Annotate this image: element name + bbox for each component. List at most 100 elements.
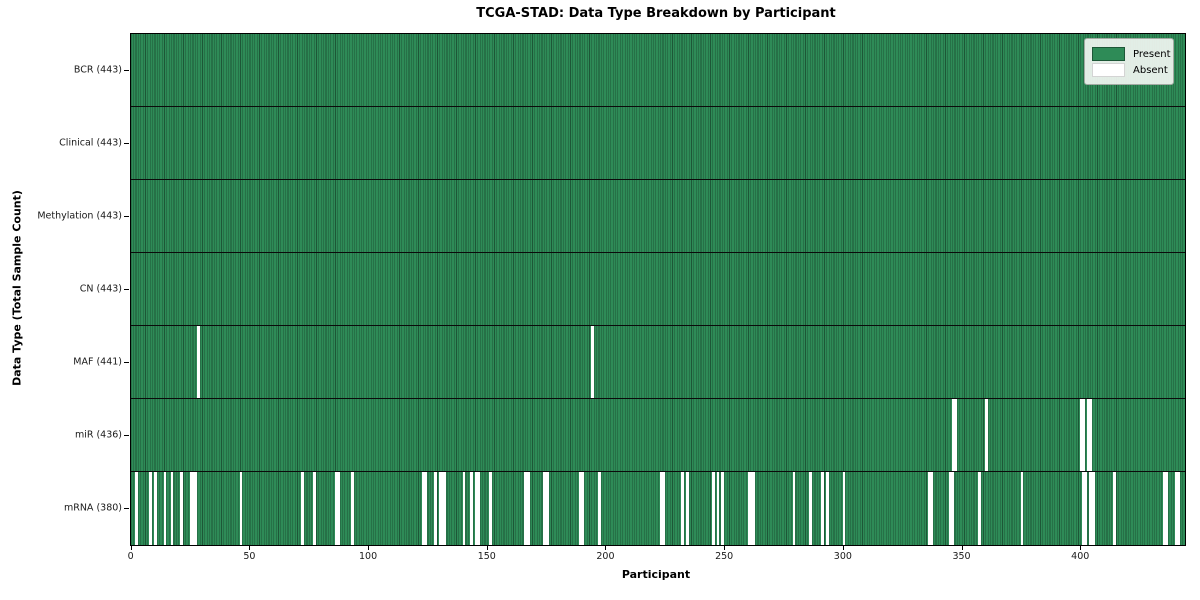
legend-label-present: Present bbox=[1133, 48, 1171, 60]
heatmap-row-mrna bbox=[130, 472, 1185, 545]
absent-cell-mrna-128 bbox=[434, 472, 437, 545]
ytick-label-mir: miR (436) bbox=[74, 429, 122, 440]
absent-cell-maf-194 bbox=[590, 326, 594, 398]
absent-cell-mrna-441 bbox=[1177, 472, 1180, 545]
ytick-mark-bcr bbox=[124, 69, 129, 71]
absent-cell-mrna-46 bbox=[239, 472, 243, 545]
absent-cell-mrna-86 bbox=[334, 472, 338, 545]
absent-cell-mrna-17 bbox=[170, 472, 174, 545]
absent-cell-mrna-26 bbox=[192, 472, 195, 545]
xtick-label-50: 50 bbox=[243, 551, 256, 562]
absent-cell-mrna-346 bbox=[951, 472, 955, 545]
absent-cell-mir-401 bbox=[1082, 399, 1086, 471]
xtick-mark-400 bbox=[1080, 546, 1082, 550]
chart-title: TCGA-STAD: Data Type Breakdown by Partic… bbox=[476, 6, 836, 21]
absent-cell-mrna-130 bbox=[438, 472, 442, 545]
x-axis-label: Participant bbox=[621, 568, 691, 581]
absent-cell-mrna-440 bbox=[1174, 472, 1178, 545]
xtick-label-100: 100 bbox=[358, 551, 378, 562]
plot-area bbox=[129, 33, 1186, 546]
legend-item-absent: Absent bbox=[1092, 63, 1168, 77]
absent-cell-mrna-336 bbox=[927, 472, 931, 545]
xtick-mark-50 bbox=[249, 546, 251, 550]
absent-cell-mrna-279 bbox=[792, 472, 796, 545]
absent-cell-mrna-27 bbox=[194, 472, 198, 545]
ytick-label-maf: MAF (441) bbox=[73, 356, 122, 367]
absent-cell-mrna-167 bbox=[526, 472, 530, 545]
absent-cell-mrna-166 bbox=[524, 472, 528, 545]
absent-cell-mrna-401 bbox=[1082, 472, 1086, 545]
absent-cell-maf-28 bbox=[196, 326, 200, 398]
absent-cell-mrna-174 bbox=[543, 472, 547, 545]
absent-cell-mir-346 bbox=[951, 399, 955, 471]
absent-cell-mrna-247 bbox=[716, 472, 720, 545]
absent-cell-mrna-14 bbox=[163, 472, 167, 545]
absent-cell-mrna-404 bbox=[1089, 472, 1093, 545]
absent-cell-mrna-293 bbox=[825, 472, 829, 545]
absent-cell-mrna-224 bbox=[662, 472, 665, 545]
xtick-label-350: 350 bbox=[952, 551, 971, 562]
ytick-label-clinical: Clinical (443) bbox=[59, 137, 122, 148]
absent-cell-mrna-146 bbox=[476, 472, 480, 545]
heatmap-row-mir bbox=[130, 399, 1185, 472]
absent-cell-mrna-72 bbox=[301, 472, 305, 545]
legend-item-present: Present bbox=[1092, 47, 1171, 61]
xtick-mark-250 bbox=[724, 546, 726, 550]
ytick-mark-methylation bbox=[124, 215, 129, 217]
absent-cell-mrna-8 bbox=[149, 472, 153, 545]
absent-cell-mrna-245 bbox=[711, 472, 715, 545]
absent-cell-mrna-402 bbox=[1084, 472, 1088, 545]
absent-cell-mrna-145 bbox=[474, 472, 478, 545]
xtick-mark-0 bbox=[130, 546, 132, 550]
heatmap-row-methylation bbox=[130, 180, 1185, 253]
absent-cell-mrna-357 bbox=[977, 472, 981, 545]
absent-cell-mrna-435 bbox=[1162, 472, 1166, 545]
absent-cell-mrna-300 bbox=[842, 472, 846, 545]
ytick-label-bcr: BCR (443) bbox=[73, 64, 122, 75]
absent-cell-mrna-2 bbox=[135, 472, 138, 545]
ytick-mark-maf bbox=[124, 361, 129, 363]
xtick-mark-300 bbox=[842, 546, 844, 550]
absent-cell-mrna-131 bbox=[441, 472, 445, 545]
absent-cell-mrna-143 bbox=[469, 472, 473, 545]
absent-cell-mrna-436 bbox=[1165, 472, 1169, 545]
ytick-label-mrna: mRNA (380) bbox=[63, 502, 122, 513]
absent-cell-mrna-93 bbox=[351, 472, 354, 545]
xtick-mark-350 bbox=[961, 546, 963, 550]
absent-cell-mrna-262 bbox=[752, 472, 756, 545]
absent-cell-mrna-249 bbox=[721, 472, 725, 545]
absent-cell-mrna-337 bbox=[930, 472, 934, 545]
absent-cell-mrna-234 bbox=[685, 472, 689, 545]
absent-cell-mrna-345 bbox=[949, 472, 953, 545]
absent-cell-mrna-175 bbox=[545, 472, 549, 545]
absent-cell-mrna-286 bbox=[809, 472, 813, 545]
absent-cell-mrna-291 bbox=[821, 472, 824, 545]
absent-cell-mrna-21 bbox=[180, 472, 183, 545]
xtick-label-0: 0 bbox=[127, 551, 134, 562]
absent-cell-mrna-223 bbox=[659, 472, 663, 545]
absent-cell-mrna-260 bbox=[747, 472, 751, 545]
absent-cell-mrna-261 bbox=[749, 472, 753, 545]
legend-label-absent: Absent bbox=[1133, 64, 1168, 76]
absent-cell-mir-404 bbox=[1089, 399, 1093, 471]
absent-cell-mrna-140 bbox=[462, 472, 466, 545]
absent-cell-mrna-123 bbox=[422, 472, 426, 545]
ytick-label-cn: CN (443) bbox=[79, 283, 122, 294]
absent-cell-mir-403 bbox=[1087, 399, 1090, 471]
xtick-label-300: 300 bbox=[833, 551, 852, 562]
xtick-mark-100 bbox=[368, 546, 370, 550]
absent-cell-mrna-87 bbox=[336, 472, 340, 545]
xtick-mark-150 bbox=[486, 546, 488, 550]
absent-cell-mir-400 bbox=[1079, 399, 1083, 471]
xtick-label-250: 250 bbox=[715, 551, 734, 562]
xtick-label-150: 150 bbox=[477, 551, 496, 562]
absent-cell-mrna-25 bbox=[189, 472, 193, 545]
absent-cell-mrna-232 bbox=[681, 472, 684, 545]
ytick-mark-cn bbox=[124, 288, 129, 290]
present-swatch-icon bbox=[1092, 47, 1125, 61]
ytick-mark-clinical bbox=[124, 142, 129, 144]
heatmap-row-maf bbox=[130, 326, 1185, 399]
absent-cell-mrna-375 bbox=[1020, 472, 1024, 545]
absent-cell-mir-347 bbox=[954, 399, 957, 471]
